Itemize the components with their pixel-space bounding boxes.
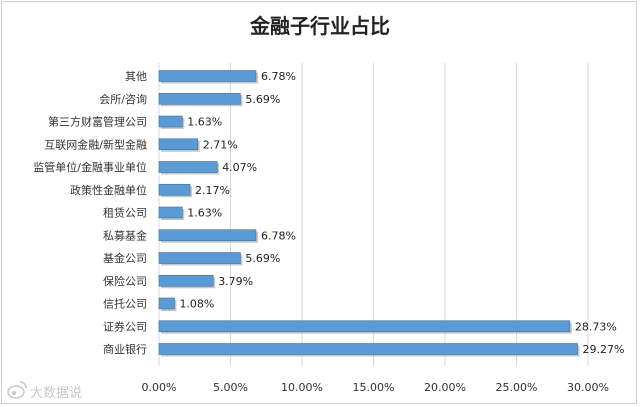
data-label: 29.27% — [583, 343, 625, 356]
bar — [158, 274, 214, 287]
bar — [158, 161, 218, 173]
bar — [158, 115, 183, 128]
bar — [158, 183, 191, 196]
category-label: 监管单位/金融事业单位 — [33, 160, 147, 174]
x-tick-label: 25.00% — [496, 381, 538, 394]
data-label: 28.73% — [575, 320, 617, 333]
watermark-text: 大数据说 — [30, 386, 82, 401]
data-label: 3.79% — [218, 275, 253, 288]
category-label: 政策性金融单位 — [70, 183, 147, 197]
bar — [158, 343, 578, 355]
data-label: 4.07% — [222, 161, 257, 174]
bar — [158, 297, 175, 310]
chart-title: 金融子行业占比 — [249, 14, 390, 38]
data-label: 1.63% — [187, 207, 222, 220]
bar — [158, 138, 199, 151]
data-label: 2.71% — [203, 138, 238, 151]
bar — [158, 229, 257, 242]
category-label: 第三方财富管理公司 — [48, 115, 147, 129]
x-tick-label: 0.00% — [142, 381, 177, 394]
x-axis-ticks: 0.00% 5.00% 10.00% 15.00% 20.00% 25.00% 30.00% — [142, 381, 609, 394]
x-tick-label: 20.00% — [424, 381, 466, 394]
data-label: 5.69% — [245, 252, 280, 265]
category-label: 租赁公司 — [103, 206, 147, 220]
x-tick-label: 30.00% — [567, 381, 609, 394]
x-tick-label: 15.00% — [353, 381, 395, 394]
gridlines — [158, 63, 589, 366]
category-label: 证券公司 — [103, 319, 147, 333]
weibo-icon — [7, 381, 27, 399]
data-label: 1.08% — [179, 298, 214, 311]
watermark: 大数据说 — [7, 381, 82, 401]
category-labels: 其他会所/咨询第三方财富管理公司互联网金融/新型金融监管单位/金融事业单位政策性… — [33, 70, 147, 356]
category-label: 其他 — [125, 70, 147, 83]
category-label: 商业银行 — [103, 342, 147, 356]
bar — [158, 320, 571, 333]
x-tick-label: 10.00% — [281, 381, 323, 394]
bar — [158, 92, 241, 105]
category-label: 基金公司 — [103, 251, 147, 265]
data-label: 5.69% — [245, 93, 280, 106]
bars: 6.78% 5.69% 1.63% 2.71% 4.07% 2.17% 1.63% 6.78%… — [158, 70, 625, 357]
data-label: 6.78% — [261, 229, 296, 242]
category-label: 保险公司 — [103, 274, 147, 288]
data-label: 2.17% — [195, 184, 230, 197]
category-label: 会所/咨询 — [99, 92, 147, 106]
category-label: 互联网金融/新型金融 — [44, 137, 147, 151]
data-label: 1.63% — [187, 116, 222, 129]
category-label: 私募基金 — [103, 228, 147, 242]
bar — [158, 206, 183, 219]
category-label: 信托公司 — [103, 297, 147, 311]
bar — [158, 70, 257, 82]
bar — [158, 252, 241, 264]
x-tick-label: 5.00% — [213, 381, 248, 394]
data-label: 6.78% — [261, 70, 296, 83]
